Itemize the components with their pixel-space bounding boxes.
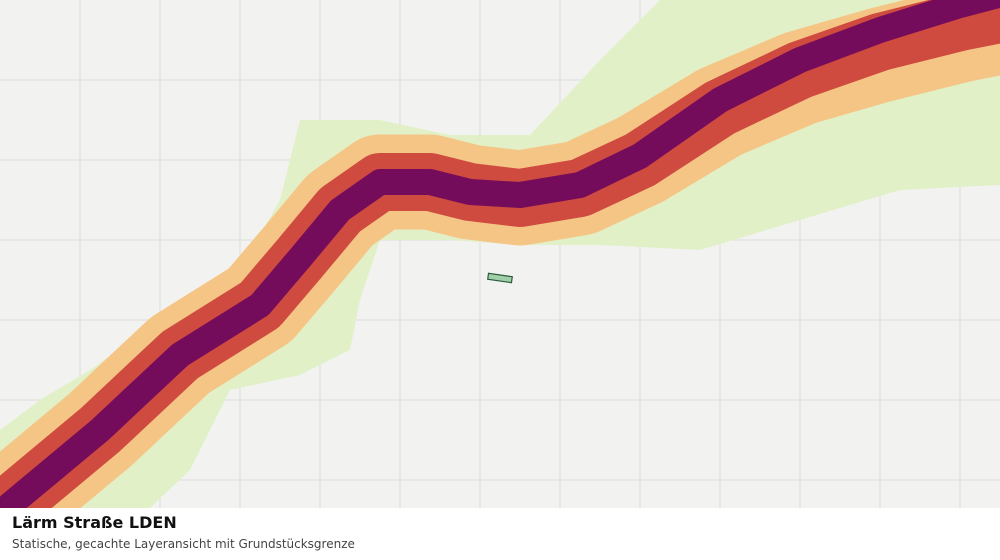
caption: Lärm Straße LDEN Statische, gecachte Lay… [0, 508, 1000, 560]
noise-zone-very-high [0, 0, 1000, 508]
caption-subtitle: Statische, gecachte Layeransicht mit Gru… [12, 537, 355, 551]
parcel-boundary[interactable] [487, 272, 513, 284]
map [0, 0, 1000, 508]
noise-layer [0, 0, 1000, 508]
caption-title: Lärm Straße LDEN [12, 513, 177, 532]
